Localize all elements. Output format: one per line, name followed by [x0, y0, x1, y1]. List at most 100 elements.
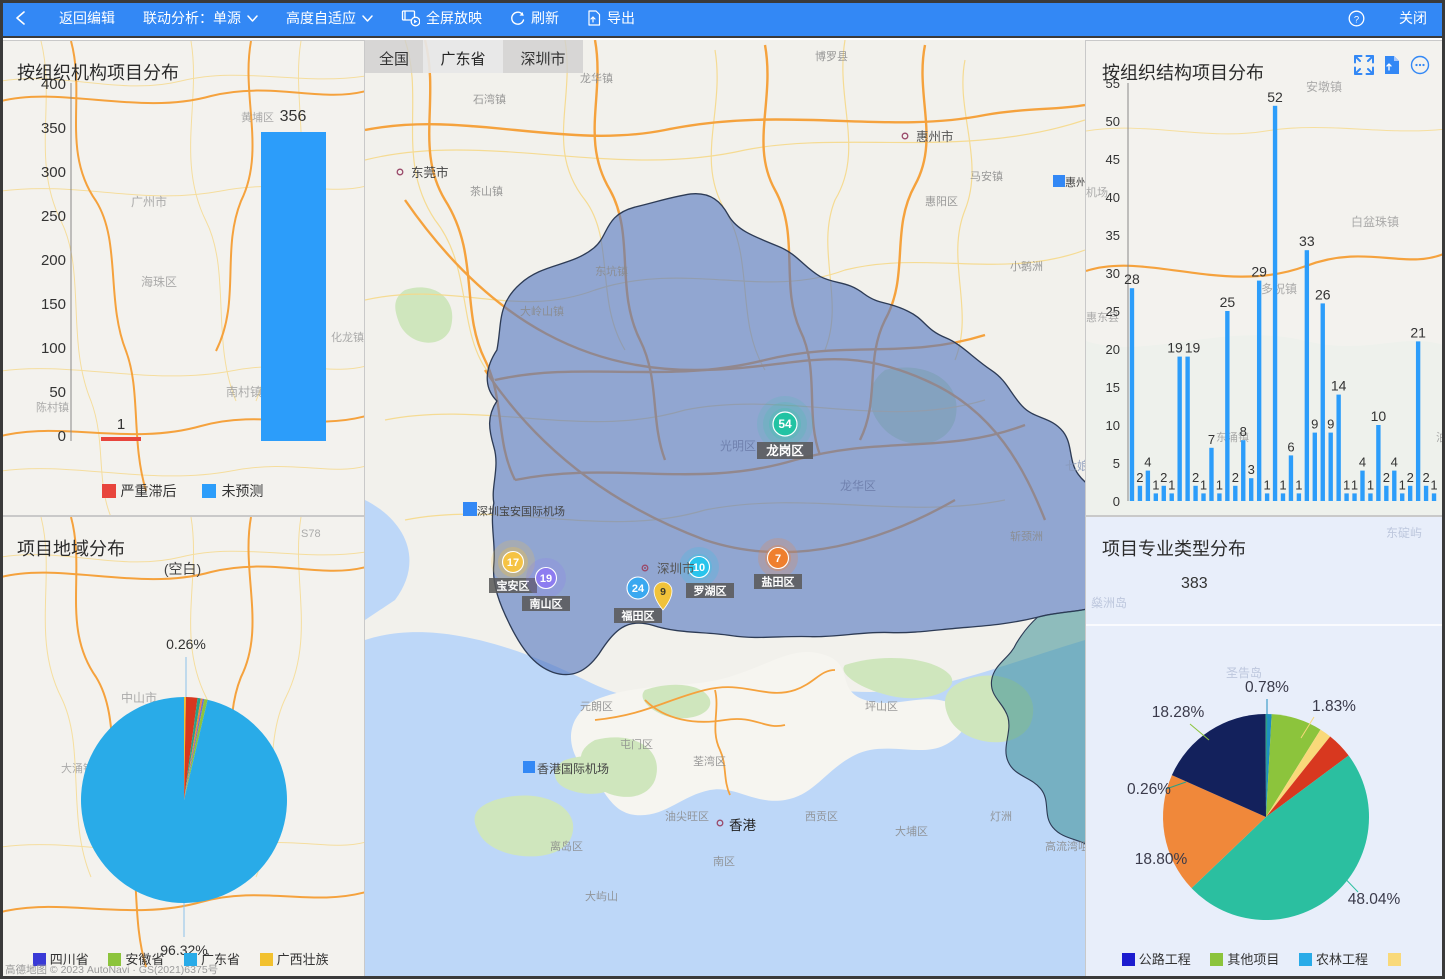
svg-text:2: 2 — [1160, 470, 1167, 485]
svg-text:2: 2 — [1192, 470, 1199, 485]
svg-text:9: 9 — [1327, 417, 1334, 432]
svg-text:七娘山: 七娘山 — [1065, 458, 1085, 473]
svg-text:罗湖区: 罗湖区 — [694, 584, 727, 598]
svg-text:1: 1 — [1200, 477, 1207, 492]
svg-text:博罗县: 博罗县 — [815, 50, 848, 63]
svg-text:1: 1 — [1263, 477, 1270, 492]
svg-text:7: 7 — [775, 553, 781, 565]
svg-text:坪山区: 坪山区 — [865, 700, 898, 713]
svg-text:大岭山镇: 大岭山镇 — [520, 304, 564, 318]
svg-text:50: 50 — [49, 384, 66, 401]
svg-text:19: 19 — [1167, 340, 1183, 356]
svg-text:0.26%: 0.26% — [166, 636, 206, 652]
svg-text:1: 1 — [1279, 477, 1286, 492]
svg-text:15: 15 — [1106, 380, 1120, 395]
svg-text:45: 45 — [1106, 152, 1120, 167]
svg-text:西贡区: 西贡区 — [805, 811, 838, 823]
svg-text:深圳市: 深圳市 — [657, 561, 695, 576]
svg-text:1: 1 — [1430, 477, 1437, 492]
svg-text:屯门区: 屯门区 — [620, 737, 653, 751]
svg-text:元朗区: 元朗区 — [580, 700, 613, 713]
svg-text:4: 4 — [1144, 455, 1151, 470]
svg-text:26: 26 — [1315, 286, 1331, 302]
svg-text:福田区: 福田区 — [621, 609, 655, 623]
svg-text:17: 17 — [507, 557, 519, 569]
svg-text:33: 33 — [1299, 233, 1315, 249]
svg-text:10: 10 — [1106, 418, 1120, 433]
svg-text:3: 3 — [1248, 462, 1255, 477]
svg-text:19: 19 — [1185, 340, 1201, 356]
svg-text:40: 40 — [1106, 190, 1120, 205]
svg-text:9: 9 — [660, 586, 666, 598]
svg-text:150: 150 — [41, 296, 66, 313]
svg-text:1: 1 — [1216, 477, 1223, 492]
svg-text:6: 6 — [1287, 439, 1294, 454]
svg-text:356: 356 — [280, 108, 307, 125]
svg-text:2: 2 — [1232, 470, 1239, 485]
svg-text:斩颈洲: 斩颈洲 — [1010, 529, 1043, 543]
svg-text:离岛区: 离岛区 — [550, 839, 583, 853]
svg-text:香港国际机场: 香港国际机场 — [537, 762, 609, 776]
svg-text:光明区: 光明区 — [720, 439, 756, 453]
svg-text:2: 2 — [1136, 470, 1143, 485]
svg-text:300: 300 — [41, 164, 66, 181]
svg-text:大埔区: 大埔区 — [895, 824, 928, 838]
svg-text:全国: 全国 — [379, 50, 409, 68]
svg-text:马安镇: 马安镇 — [970, 169, 1003, 183]
svg-text:20: 20 — [1106, 342, 1120, 357]
svg-text:25: 25 — [1106, 304, 1120, 319]
svg-text:9: 9 — [1311, 417, 1318, 432]
svg-text:香港: 香港 — [729, 818, 757, 833]
svg-text:28: 28 — [1124, 271, 1140, 287]
svg-text:18.80%: 18.80% — [1135, 851, 1188, 868]
svg-text:200: 200 — [41, 252, 66, 269]
svg-text:1: 1 — [1152, 477, 1159, 492]
svg-text:南山区: 南山区 — [530, 597, 563, 611]
svg-text:1: 1 — [1367, 477, 1374, 492]
svg-text:0: 0 — [1113, 494, 1120, 509]
svg-text:1: 1 — [1343, 477, 1350, 492]
svg-text:?: ? — [1354, 14, 1359, 25]
svg-text:灯洲: 灯洲 — [990, 810, 1012, 823]
svg-text:高流湾咀: 高流湾咀 — [1045, 839, 1085, 853]
svg-text:石湾镇: 石湾镇 — [473, 92, 506, 106]
svg-text:惠州市: 惠州市 — [916, 129, 954, 144]
svg-text:盐田区: 盐田区 — [762, 575, 795, 589]
svg-text:东莞市: 东莞市 — [411, 165, 449, 180]
svg-text:54: 54 — [778, 417, 792, 431]
svg-text:1: 1 — [117, 416, 125, 433]
svg-text:25: 25 — [1220, 294, 1236, 310]
svg-text:10: 10 — [1371, 408, 1387, 424]
svg-text:1: 1 — [1399, 477, 1406, 492]
svg-text:14: 14 — [1331, 378, 1347, 394]
svg-text:深圳市: 深圳市 — [520, 51, 565, 68]
svg-text:50: 50 — [1106, 114, 1120, 129]
svg-text:350: 350 — [41, 120, 66, 137]
svg-text:0: 0 — [58, 428, 66, 445]
svg-text:4: 4 — [1359, 455, 1366, 470]
svg-text:茶山镇: 茶山镇 — [470, 184, 503, 198]
svg-text:油尖旺区: 油尖旺区 — [665, 809, 709, 823]
svg-text:52: 52 — [1267, 89, 1283, 105]
svg-text:龙华镇: 龙华镇 — [580, 71, 613, 85]
svg-text:0.26%: 0.26% — [1127, 781, 1171, 798]
svg-text:29: 29 — [1251, 264, 1267, 280]
svg-text:35: 35 — [1106, 228, 1120, 243]
svg-text:100: 100 — [41, 340, 66, 357]
svg-text:惠州平湖: 惠州平湖 — [1065, 175, 1085, 189]
svg-text:2: 2 — [1407, 470, 1414, 485]
svg-text:广东省: 广东省 — [440, 51, 485, 68]
svg-text:18.28%: 18.28% — [1152, 704, 1205, 721]
svg-text:250: 250 — [41, 208, 66, 225]
svg-text:大屿山: 大屿山 — [585, 889, 618, 903]
svg-text:0.78%: 0.78% — [1245, 679, 1289, 696]
svg-text:8: 8 — [1240, 424, 1247, 439]
svg-text:48.04%: 48.04% — [1348, 891, 1401, 908]
svg-text:1: 1 — [1295, 477, 1302, 492]
svg-text:龙岗区: 龙岗区 — [765, 443, 804, 458]
svg-text:惠阳区: 惠阳区 — [925, 194, 958, 208]
svg-text:小鹅洲: 小鹅洲 — [1010, 259, 1043, 273]
svg-text:荃湾区: 荃湾区 — [693, 754, 726, 768]
svg-text:龙华区: 龙华区 — [840, 479, 876, 493]
svg-text:东坑镇: 东坑镇 — [595, 264, 628, 278]
